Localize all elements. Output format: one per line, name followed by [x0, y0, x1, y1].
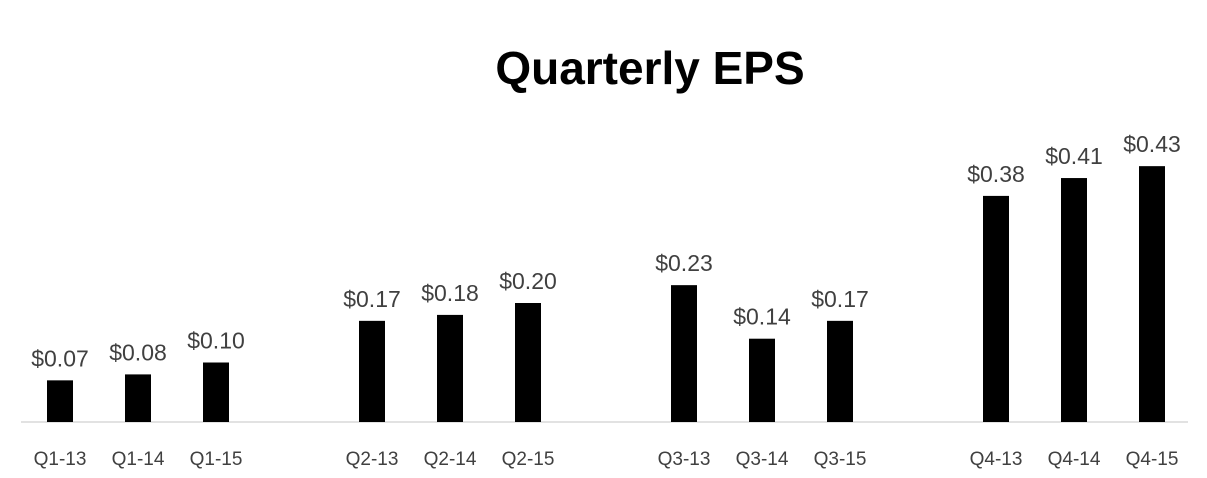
bar	[827, 320, 853, 422]
data-label: $0.20	[499, 268, 557, 294]
bar	[203, 362, 229, 422]
bar	[359, 320, 385, 422]
bar	[671, 285, 697, 422]
x-tick-label: Q2-14	[424, 449, 477, 470]
data-label: $0.23	[655, 250, 713, 276]
x-tick-label: Q1-15	[190, 449, 243, 470]
bar	[749, 338, 775, 422]
data-label: $0.41	[1045, 143, 1103, 169]
x-tick-label: Q3-15	[814, 449, 867, 470]
chart-title: Quarterly EPS	[495, 42, 804, 94]
bar	[1139, 166, 1165, 422]
data-label: $0.08	[109, 339, 167, 365]
bar	[1061, 178, 1087, 422]
data-label: $0.17	[811, 286, 869, 312]
x-tick-label: Q3-13	[658, 449, 711, 470]
bar	[515, 303, 541, 422]
x-tick-label: Q4-13	[970, 449, 1023, 470]
bar	[47, 380, 73, 422]
data-label: $0.10	[187, 328, 245, 354]
bar	[125, 374, 151, 422]
data-label: $0.07	[31, 345, 89, 371]
data-label: $0.14	[733, 304, 791, 330]
data-label: $0.17	[343, 286, 401, 312]
data-label: $0.18	[421, 280, 479, 306]
data-label: $0.38	[967, 161, 1025, 187]
x-tick-label: Q2-13	[346, 449, 399, 470]
x-tick-label: Q2-15	[502, 449, 555, 470]
data-label: $0.43	[1123, 131, 1181, 157]
bar	[983, 195, 1009, 422]
x-tick-label: Q4-14	[1048, 449, 1101, 470]
x-tick-label: Q1-13	[34, 449, 87, 470]
bar	[437, 314, 463, 422]
x-tick-label: Q3-14	[736, 449, 789, 470]
x-tick-label: Q1-14	[112, 449, 165, 470]
x-tick-label: Q4-15	[1126, 449, 1179, 470]
